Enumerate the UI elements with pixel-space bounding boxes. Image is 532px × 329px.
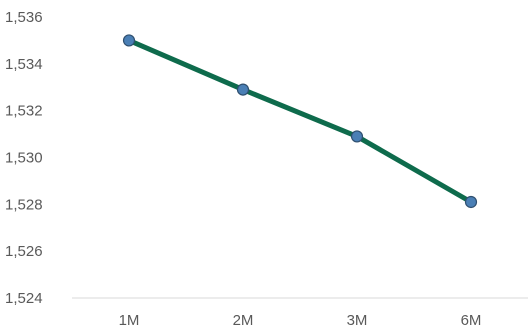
x-tick-label: 3M <box>347 312 368 329</box>
data-point <box>236 83 250 96</box>
y-tick-label: 1,530 <box>5 150 43 167</box>
y-tick-label: 1,526 <box>5 243 43 260</box>
data-point <box>464 195 478 209</box>
series-line <box>126 37 474 205</box>
y-tick-label: 1,524 <box>5 290 43 307</box>
y-tick-label: 1,528 <box>5 196 43 213</box>
y-tick-label: 1,532 <box>5 103 43 120</box>
data-point <box>122 34 136 47</box>
x-axis-tick-labels: 1M 2M 3M 6M <box>119 312 482 329</box>
y-axis-tick-labels: 1,524 1,526 1,528 1,530 1,532 1,534 1,536 <box>5 9 43 307</box>
x-tick-label: 1M <box>119 312 140 329</box>
x-tick-label: 6M <box>461 312 482 329</box>
series-markers <box>122 34 478 209</box>
data-point <box>350 130 364 143</box>
y-tick-label: 1,534 <box>5 56 43 73</box>
x-tick-label: 2M <box>233 312 254 329</box>
y-tick-label: 1,536 <box>5 9 43 26</box>
